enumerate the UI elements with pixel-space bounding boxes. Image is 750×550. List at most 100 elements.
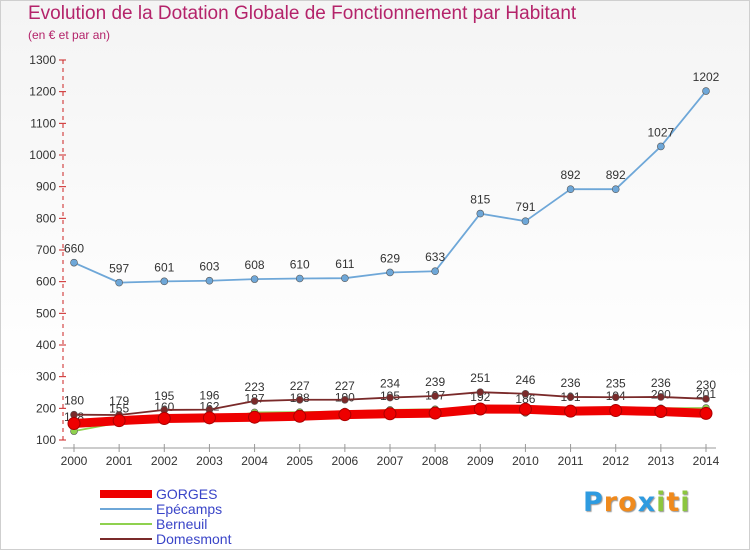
data-point-gorges xyxy=(699,406,713,420)
logo-letter: i xyxy=(656,487,667,518)
chart-subtitle: (en € et par an) xyxy=(28,28,111,42)
x-tick-label: 2003 xyxy=(196,454,223,468)
y-tick-label: 1000 xyxy=(29,148,56,162)
x-tick-label: 2010 xyxy=(512,454,539,468)
data-point-domesmont xyxy=(341,395,349,404)
x-tick-label: 2009 xyxy=(467,454,494,468)
y-tick-label: 1100 xyxy=(30,116,56,130)
data-point-gorges xyxy=(654,405,668,418)
y-tick-label: 900 xyxy=(36,180,56,194)
data-point-gorges xyxy=(609,404,623,418)
data-point-domesmont xyxy=(566,393,575,401)
data-point-gorges xyxy=(338,408,352,422)
x-tick-label: 2005 xyxy=(286,454,313,468)
data-label-domesmont: 239 xyxy=(425,375,445,389)
data-label-domesmont: 234 xyxy=(380,377,400,391)
data-label-epecamps: 815 xyxy=(470,193,490,207)
data-point-gorges xyxy=(473,402,487,416)
data-point-gorges xyxy=(202,411,216,425)
data-label-domesmont: 180 xyxy=(64,394,84,408)
data-point-domesmont xyxy=(386,393,394,402)
data-label-epecamps: 791 xyxy=(515,200,535,214)
y-tick-label: 1300 xyxy=(29,53,56,67)
data-label-domesmont: 223 xyxy=(245,380,265,394)
data-label-domesmont: 227 xyxy=(290,379,310,393)
x-tick-label: 2001 xyxy=(106,454,133,468)
data-point-epecamps xyxy=(115,278,123,287)
y-tick-label: 700 xyxy=(36,243,56,257)
y-tick-label: 300 xyxy=(36,370,56,384)
data-point-epecamps xyxy=(521,217,530,225)
legend-swatch-gorges xyxy=(100,490,152,498)
logo-letter: r xyxy=(603,487,619,518)
data-label-epecamps: 892 xyxy=(561,168,581,182)
legend-label-gorges: GORGES xyxy=(156,486,218,502)
legend-label-berneuil: Berneuil xyxy=(156,516,208,532)
y-tick-label: 500 xyxy=(36,306,56,320)
data-point-domesmont xyxy=(295,395,304,404)
data-label-domesmont: 236 xyxy=(651,376,671,390)
legend-label-domesmont: Domesmont xyxy=(156,531,232,547)
data-label-berneuil: 201 xyxy=(696,387,716,401)
data-point-gorges xyxy=(518,402,532,416)
data-label-domesmont: 251 xyxy=(470,371,490,385)
x-tick-label: 2011 xyxy=(558,454,584,468)
x-tick-label: 2002 xyxy=(151,454,178,468)
legend-item-domesmont: Domesmont xyxy=(100,531,300,547)
data-point-gorges xyxy=(112,414,126,428)
data-label-domesmont: 236 xyxy=(561,376,581,390)
y-tick-label: 400 xyxy=(36,338,56,352)
data-point-epecamps xyxy=(341,274,349,282)
x-tick-label: 2008 xyxy=(422,454,449,468)
data-label-epecamps: 633 xyxy=(425,250,445,264)
data-point-domesmont xyxy=(521,389,530,398)
data-point-epecamps xyxy=(160,277,169,286)
data-label-epecamps: 603 xyxy=(199,260,219,274)
y-tick-label: 800 xyxy=(36,211,56,225)
x-tick-label: 2014 xyxy=(693,454,720,468)
data-label-epecamps: 629 xyxy=(380,251,400,265)
data-label-berneuil: 155 xyxy=(109,402,129,416)
data-label-epecamps: 660 xyxy=(64,242,84,256)
data-point-epecamps xyxy=(657,142,665,151)
data-point-epecamps xyxy=(611,185,620,193)
logo-letter: i xyxy=(680,487,691,518)
data-point-epecamps xyxy=(702,87,710,95)
data-point-epecamps xyxy=(431,267,439,276)
data-point-epecamps xyxy=(205,276,214,285)
data-point-gorges xyxy=(428,406,442,420)
data-label-domesmont: 227 xyxy=(335,379,355,393)
data-label-epecamps: 1027 xyxy=(648,125,675,139)
y-tick-label: 600 xyxy=(36,275,56,289)
y-tick-label: 100 xyxy=(36,433,56,447)
data-point-epecamps xyxy=(295,274,304,283)
data-label-epecamps: 608 xyxy=(245,258,265,272)
data-point-epecamps xyxy=(566,185,575,193)
data-point-domesmont xyxy=(431,392,439,400)
data-point-gorges xyxy=(157,411,171,425)
legend-item-gorges: GORGES xyxy=(100,486,300,502)
legend-item-epecamps: Epécamps xyxy=(100,501,300,517)
proxiti-logo: Proxiti xyxy=(583,487,691,518)
data-point-domesmont xyxy=(611,393,620,402)
legend-item-berneuil: Berneuil xyxy=(100,516,300,532)
data-label-epecamps: 1202 xyxy=(693,70,720,84)
y-tick-label: 1200 xyxy=(29,85,56,99)
data-label-epecamps: 610 xyxy=(290,258,310,272)
logo-letter: P xyxy=(583,487,604,518)
x-tick-label: 2012 xyxy=(602,454,629,468)
logo-letter: t xyxy=(666,487,681,518)
legend-swatch-berneuil xyxy=(100,523,152,525)
x-tick-label: 2000 xyxy=(61,454,88,468)
legend-swatch-epecamps xyxy=(100,508,152,510)
legend-swatch-domesmont xyxy=(100,538,152,540)
data-label-epecamps: 601 xyxy=(154,260,174,274)
data-point-epecamps xyxy=(476,209,485,218)
data-point-domesmont xyxy=(702,395,710,403)
data-point-gorges xyxy=(67,417,81,431)
data-label-domesmont: 196 xyxy=(199,389,219,403)
data-label-domesmont: 235 xyxy=(606,376,626,390)
data-point-domesmont xyxy=(476,388,485,396)
data-point-domesmont xyxy=(657,393,665,401)
